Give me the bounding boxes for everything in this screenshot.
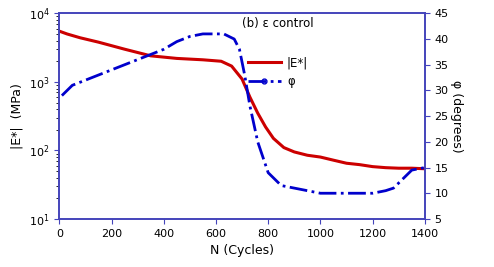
X-axis label: N (Cycles): N (Cycles) — [210, 244, 274, 257]
Y-axis label: |E*|  (MPa): |E*| (MPa) — [10, 83, 23, 149]
Legend: |E*|, φ: |E*|, φ — [248, 56, 308, 88]
Text: (b) ε control: (b) ε control — [242, 17, 314, 30]
Y-axis label: φ (degrees): φ (degrees) — [450, 80, 462, 152]
